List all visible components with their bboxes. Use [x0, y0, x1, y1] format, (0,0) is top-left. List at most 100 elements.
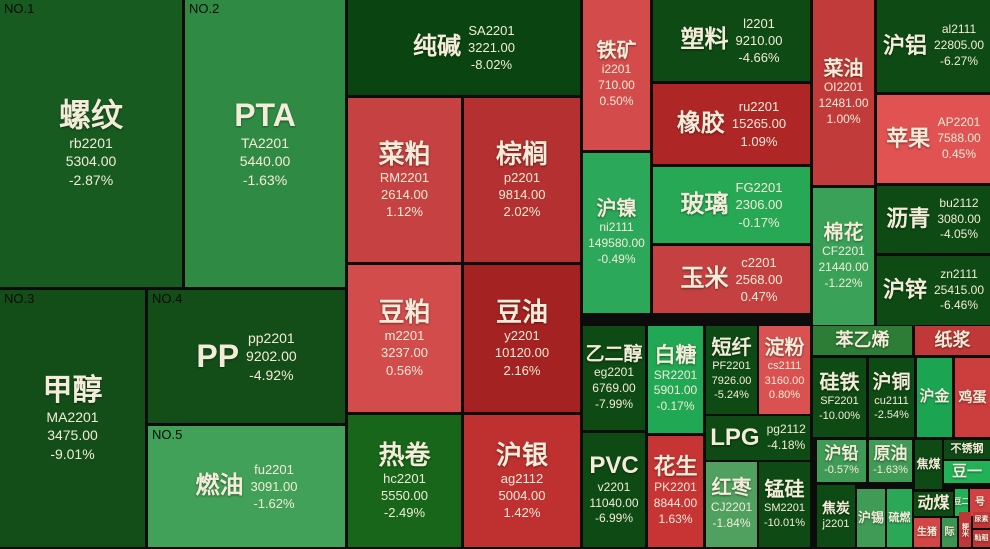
- tile-item-39[interactable]: 沪铅 -0.57%: [817, 440, 866, 482]
- tile-item-51[interactable]: 际: [942, 518, 957, 547]
- tile-v2201[interactable]: PVC v2201 11040.00 -6.99%: [583, 433, 645, 547]
- tile-values: SF2201 -10.00%: [819, 394, 860, 423]
- tile-content: 沪锌 zn2111 25415.00 -6.46%: [883, 267, 984, 314]
- contract-code: CF2201: [822, 243, 865, 258]
- tile-values: CJ2201 -1.84%: [711, 500, 752, 532]
- tile-rb2201[interactable]: NO.1 螺纹 rb2201 5304.00 -2.87%: [0, 0, 182, 287]
- tile-values: TA2201 5440.00 -1.63%: [240, 134, 291, 189]
- change-pct: 1.63%: [658, 511, 693, 526]
- tile-y2201[interactable]: 豆油 y2201 10120.00 2.16%: [464, 265, 580, 412]
- tile-content: 沪银 ag2112 5004.00 1.42%: [495, 439, 548, 522]
- tile-item-49[interactable]: 号: [970, 489, 990, 516]
- tile-fu2201[interactable]: NO.5 燃油 fu2201 3091.00 -1.62%: [148, 426, 345, 547]
- tile-TA2201[interactable]: NO.2 PTA TA2201 5440.00 -1.63%: [185, 0, 345, 287]
- tile-item-54[interactable]: 籼稻: [973, 530, 990, 547]
- tile-SA2201[interactable]: 纯碱 SA2201 3221.00 -8.02%: [348, 0, 580, 95]
- change-pct: 2.16%: [503, 362, 541, 378]
- tile-values: FG2201 2306.00 -0.17%: [736, 179, 783, 230]
- tile-values: v2201 11040.00 -6.99%: [589, 480, 638, 527]
- tile-RM2201[interactable]: 菜粕 RM2201 2614.00 1.12%: [348, 98, 461, 262]
- contract-code: OI2201: [823, 79, 864, 94]
- tile-m2201[interactable]: 豆粕 m2201 3237.00 0.56%: [348, 265, 461, 412]
- last-price: 2614.00: [380, 186, 428, 202]
- contract-name: 焦炭: [822, 499, 850, 516]
- tile-pg2112[interactable]: LPG pg2112 -4.18%: [706, 416, 810, 460]
- tile-AP2201[interactable]: 苹果 AP2201 7588.00 0.45%: [877, 95, 990, 183]
- contract-name: 焦煤: [916, 456, 941, 471]
- contract-code: SM2201: [764, 502, 805, 515]
- contract-code: PF2201: [712, 360, 751, 373]
- tile-FG2201[interactable]: 玻璃 FG2201 2306.00 -0.17%: [653, 167, 810, 243]
- change-pct: -4.18%: [767, 438, 806, 452]
- tile-item-40[interactable]: 原油 -1.63%: [869, 440, 912, 482]
- contract-name: 际: [944, 526, 955, 538]
- tile-OI2201[interactable]: 菜油 OI2201 12481.00 1.00%: [813, 0, 874, 185]
- tile-item-34[interactable]: 纸浆: [915, 326, 990, 355]
- tile-ru2201[interactable]: 橡胶 ru2201 15265.00 1.09%: [653, 84, 810, 164]
- tile-zn2111[interactable]: 沪锌 zn2111 25415.00 -6.46%: [877, 256, 990, 325]
- tile-content: 生猪: [917, 527, 937, 538]
- tile-item-47[interactable]: 动煤: [914, 492, 953, 516]
- tile-item-33[interactable]: 苯乙烯: [813, 326, 912, 355]
- tile-content: 沪镍 ni2111 149580.00 -0.49%: [588, 198, 645, 268]
- tile-item-37[interactable]: 沪金: [917, 358, 952, 437]
- contract-name: 沪银: [495, 439, 548, 470]
- tile-PK2201[interactable]: 花生 PK2201 8844.00 1.63%: [648, 436, 703, 547]
- tile-content: 动煤: [917, 495, 949, 513]
- tile-SM2201[interactable]: 锰硅 SM2201 -10.01%: [759, 462, 810, 547]
- tile-SF2201[interactable]: 硅铁 SF2201 -10.00%: [813, 358, 866, 437]
- tile-item-42[interactable]: 不锈钢: [944, 440, 990, 459]
- tile-values: al2111 22805.00 -6.27%: [934, 22, 984, 69]
- contract-name: 沪铝: [882, 32, 927, 58]
- tile-item-50[interactable]: 生猪: [914, 518, 940, 547]
- tile-ag2112[interactable]: 沪银 ag2112 5004.00 1.42%: [464, 415, 580, 547]
- tile-item-41[interactable]: 焦煤: [915, 440, 942, 489]
- tile-item-53[interactable]: 尿素: [973, 512, 990, 528]
- tile-ni2111[interactable]: 沪镍 ni2111 149580.00 -0.49%: [583, 153, 650, 313]
- tile-al2111[interactable]: 沪铝 al2111 22805.00 -6.27%: [877, 0, 990, 92]
- tile-content: 锰硅 SM2201 -10.01%: [764, 479, 805, 530]
- tile-c2201[interactable]: 玉米 c2201 2568.00 0.47%: [653, 246, 810, 313]
- tile-i2201[interactable]: 铁矿 i2201 710.00 0.50%: [583, 0, 650, 150]
- tile-content: 红枣 CJ2201 -1.84%: [711, 477, 752, 531]
- contract-name: 沪镍: [596, 198, 637, 221]
- tile-values: MA2201 3475.00 -9.01%: [46, 408, 98, 463]
- tile-cs2111[interactable]: 淀粉 cs2111 3160.00 0.80%: [759, 326, 810, 414]
- contract-name: 豆粕: [378, 297, 431, 328]
- tile-pp2201[interactable]: NO.4 PP pp2201 9202.00 -4.92%: [148, 290, 345, 423]
- tile-p2201[interactable]: 棕榈 p2201 9814.00 2.02%: [464, 98, 580, 262]
- contract-code: TA2201: [240, 134, 289, 151]
- tile-MA2201[interactable]: NO.3 甲醇 MA2201 3475.00 -9.01%: [0, 290, 145, 547]
- tile-bu2112[interactable]: 沥青 bu2112 3080.00 -4.05%: [877, 186, 990, 253]
- tile-eg2201[interactable]: 乙二醇 eg2201 6769.00 -7.99%: [583, 326, 645, 430]
- tile-l2201[interactable]: 塑料 l2201 9210.00 -4.66%: [653, 0, 810, 81]
- last-price: 6769.00: [592, 380, 636, 395]
- tile-item-38[interactable]: 鸡蛋: [955, 358, 990, 437]
- tile-values: c2201 2568.00 0.47%: [736, 254, 783, 305]
- contract-name: 玻璃: [680, 190, 729, 218]
- last-price: 25415.00: [933, 282, 985, 297]
- tile-content: 焦煤: [916, 456, 941, 471]
- tile-cu2111[interactable]: 沪铜 cu2111 -2.54%: [869, 358, 914, 437]
- tile-item-45[interactable]: 沪锡: [857, 489, 885, 547]
- tile-hc2201[interactable]: 热卷 hc2201 5550.00 -2.49%: [348, 415, 461, 547]
- tile-values: RM2201 2614.00 1.12%: [380, 169, 429, 220]
- tile-values: m2201 3237.00 0.56%: [381, 327, 428, 378]
- change-pct: -1.22%: [824, 275, 863, 290]
- contract-name: 红枣: [711, 477, 752, 500]
- last-price: 3160.00: [764, 374, 805, 387]
- tile-item-52[interactable]: 粳米: [959, 512, 971, 547]
- tile-CJ2201[interactable]: 红枣 CJ2201 -1.84%: [706, 462, 757, 547]
- tile-item-48[interactable]: 豆二: [955, 489, 968, 516]
- contract-name: 动煤: [917, 495, 950, 513]
- tile-j2201[interactable]: 焦炭 j2201: [817, 485, 855, 547]
- tile-item-46[interactable]: 硫燃: [887, 489, 912, 547]
- tile-SR2201[interactable]: 白糖 SR2201 5901.00 -0.17%: [648, 326, 703, 433]
- tile-content: 苯乙烯: [836, 330, 890, 350]
- change-pct: 0.80%: [768, 389, 801, 402]
- tile-PF2201[interactable]: 短纤 PF2201 7926.00 -5.24%: [706, 326, 757, 414]
- tile-item-43[interactable]: 豆一: [944, 461, 990, 483]
- tile-content: 纸浆: [935, 330, 971, 350]
- tile-CF2201[interactable]: 棉花 CF2201 21440.00 -1.22%: [813, 188, 874, 325]
- change-pct: -8.02%: [470, 57, 513, 73]
